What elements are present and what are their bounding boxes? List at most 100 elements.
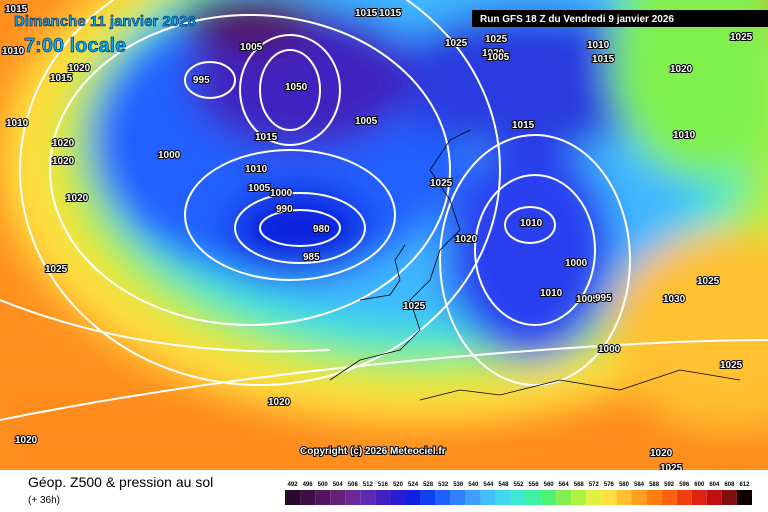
scale-cell: [676, 490, 692, 505]
scale-cell: [601, 490, 617, 505]
scale-cell: [375, 490, 391, 505]
isobar-label: 1000: [270, 188, 293, 199]
scale-cell: [661, 490, 677, 505]
isobar-label: 1015: [592, 54, 615, 65]
isobar-label: 1025: [430, 178, 453, 189]
isobar-label: 1005: [240, 42, 263, 53]
isobar-label: 1020: [268, 397, 291, 408]
isobar-label: 1000: [158, 150, 181, 161]
scale-label: 580: [619, 482, 630, 488]
isobar-label: 1010: [520, 218, 543, 229]
scale-label: 604: [709, 482, 720, 488]
isobar-label: 1025: [730, 32, 753, 43]
isobar-label: 1015: [50, 73, 73, 84]
scale-label: 504: [333, 482, 344, 488]
footer-title: Géop. Z500 & pression au sol: [28, 474, 213, 490]
color-scale: 492 496 500 504 508 512 516 520 524 528 532 536 540 5…: [285, 482, 752, 505]
isobar-label: 995: [595, 293, 612, 304]
scale-cell: [571, 490, 587, 505]
scale-cell: [691, 490, 707, 505]
isobar-label: 1015: [355, 8, 378, 19]
isobar-label: 1010: [2, 46, 25, 57]
isobar-label: 1010: [673, 130, 696, 141]
isobar-label: 1020: [52, 156, 75, 167]
isobar-label: 1025: [445, 38, 468, 49]
footer-step: (+ 36h): [28, 495, 60, 506]
isobar-label: 1015: [5, 4, 28, 15]
isobar-label: 990: [276, 204, 293, 215]
isobar-label: 1010: [587, 40, 610, 51]
scale-label: 564: [559, 482, 570, 488]
scale-label: 500: [318, 482, 329, 488]
scale-label: 608: [724, 482, 735, 488]
copyright: Copyright (c) 2026 Meteociel.fr: [300, 446, 446, 457]
isobar-label: 1005: [487, 52, 510, 63]
scale-cell: [495, 490, 511, 505]
isobar-label: 1020: [52, 138, 75, 149]
scale-label: 588: [649, 482, 660, 488]
isobars: [0, 0, 768, 421]
scale-cell: [330, 490, 346, 505]
scale-label: 572: [589, 482, 600, 488]
isobar-label: 980: [313, 224, 330, 235]
coastlines: [329, 129, 741, 401]
isobar-label: 1000: [598, 344, 621, 355]
isobar-label: 1020: [670, 64, 693, 75]
scale-label: 520: [393, 482, 404, 488]
isobar-label: 995: [193, 75, 210, 86]
scale-label: 536: [453, 482, 464, 488]
scale-cell: [390, 490, 406, 505]
isobar-label: 1030: [663, 294, 686, 305]
scale-label: 544: [483, 482, 494, 488]
date-label: Dimanche 11 janvier 2026: [14, 13, 196, 30]
scale-label: 532: [438, 482, 449, 488]
isobar-label: 1025: [485, 34, 508, 45]
scale-label: 576: [604, 482, 615, 488]
scale-label: 552: [513, 482, 524, 488]
scale-cell: [541, 490, 557, 505]
isobar-label: 1010: [540, 288, 563, 299]
scale-cell: [285, 490, 301, 505]
scale-cell: [556, 490, 572, 505]
scale-label: 612: [739, 482, 750, 488]
scale-label: 492: [288, 482, 299, 488]
scale-label: 592: [664, 482, 675, 488]
isobar-label: 1025: [720, 360, 743, 371]
scale-cell: [510, 490, 527, 505]
isobar-label: 1025: [403, 301, 426, 312]
scale-cell: [315, 490, 331, 505]
scale-label: 512: [363, 482, 374, 488]
isobar-labels: 1015 1015 10151005101010209951015105010101…: [1, 3, 754, 475]
scale-label: 584: [634, 482, 645, 488]
scale-cell: [646, 490, 662, 505]
run-label: Run GFS 18 Z du Vendredi 9 janvier 2026: [480, 14, 674, 25]
isobar-label: 1010: [6, 118, 29, 129]
isobar-label: 1050: [285, 82, 308, 93]
isobar-label: 1005: [355, 116, 378, 127]
scale-cell: [435, 490, 451, 505]
isobar-label: 1005: [576, 294, 599, 305]
scale-label: 524: [408, 482, 419, 488]
isobar-label: 1020: [68, 63, 91, 74]
isobar-label: 1015: [512, 120, 535, 131]
scale-label: 560: [544, 482, 555, 488]
isobar-label: 1020: [482, 48, 505, 59]
scale-cell: [450, 490, 466, 505]
scale-cell: [616, 490, 632, 505]
scale-cell: [360, 490, 376, 505]
scale-label: 540: [468, 482, 479, 488]
isobar-label: 1020: [650, 448, 673, 459]
scale-cell: [300, 490, 316, 505]
scale-cell: [480, 490, 496, 505]
run-box: [472, 10, 768, 27]
scale-label: 496: [303, 482, 314, 488]
scale-label: 548: [498, 482, 509, 488]
isobar-label: 985: [303, 252, 320, 263]
scale-label: 556: [529, 482, 540, 488]
scale-cell: [345, 490, 361, 505]
isobar-label: 1025: [697, 276, 720, 287]
isobar-label: 1015: [379, 8, 402, 19]
scale-cell: [465, 490, 481, 505]
scale-cell: [736, 490, 752, 505]
